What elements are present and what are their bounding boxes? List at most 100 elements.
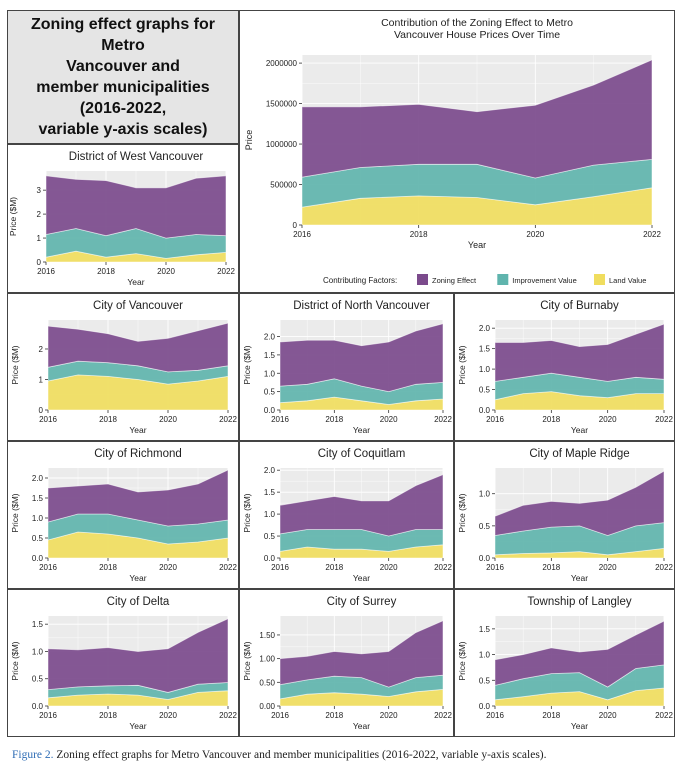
- y-tick-label: 0.5: [32, 534, 44, 543]
- chart-title: City of Maple Ridge: [529, 448, 629, 460]
- y-tick-label: 2.0: [479, 324, 491, 333]
- y-tick-label: 1.50: [259, 631, 275, 640]
- y-tick-label: 2: [39, 345, 44, 354]
- x-tick-label: 2022: [219, 711, 237, 720]
- chart-title: City of Burnaby: [540, 300, 619, 312]
- panel-metro: Contribution of the Zoning Effect to Met…: [239, 10, 675, 293]
- chart-metro: Contribution of the Zoning Effect to Met…: [244, 17, 661, 285]
- legend-label: Land Value: [609, 276, 646, 285]
- chart-title: Township of Langley: [527, 596, 631, 608]
- x-tick-label: 2020: [380, 711, 398, 720]
- x-tick-label: 2016: [271, 415, 289, 424]
- x-tick-label: 2018: [542, 563, 560, 572]
- x-tick-label: 2022: [217, 267, 235, 276]
- x-tick-label: 2018: [325, 563, 343, 572]
- y-axis-label: Price ($M): [10, 641, 20, 680]
- y-tick-label: 1: [37, 234, 42, 243]
- x-tick-label: 2016: [293, 230, 311, 239]
- area-zoning-effect: [279, 474, 444, 537]
- chart-title: District of West Vancouver: [69, 151, 204, 163]
- chart-title: Contribution of the Zoning Effect to Met…: [381, 17, 573, 29]
- y-tick-label: 1.5: [479, 625, 491, 634]
- y-tick-label: 1.5: [32, 494, 44, 503]
- y-tick-label: 0.0: [32, 554, 44, 563]
- y-tick-label: 2.0: [32, 474, 44, 483]
- chart-richmond: City of Richmond 0.0 0.5 1.0 1.5 2.0 2016 2018 2…: [10, 448, 237, 583]
- y-tick-label: 0.0: [479, 554, 491, 563]
- x-axis-label: Year: [571, 425, 588, 435]
- x-tick-label: 2020: [599, 563, 617, 572]
- caption-label: Figure 2.: [12, 749, 54, 761]
- y-tick-label: 1.0: [479, 651, 491, 660]
- y-tick-label: 0.5: [479, 676, 491, 685]
- x-tick-label: 2022: [434, 563, 452, 572]
- x-tick-label: 2022: [655, 711, 673, 720]
- panel-delta: City of Delta 0.0 0.5 1.0 1.5 2016 2018 2020 202…: [7, 589, 239, 737]
- x-tick-label: 2022: [655, 415, 673, 424]
- y-tick-label: 500000: [270, 181, 297, 190]
- area-series-group: [47, 469, 229, 559]
- x-axis-label: Year: [353, 573, 370, 583]
- panel-burnaby: City of Burnaby 0.0 0.5 1.0 1.5 2.0 2016 2018 20…: [454, 293, 675, 441]
- y-axis-label: Price ($M): [242, 493, 252, 532]
- y-tick-label: 0.5: [264, 388, 276, 397]
- x-tick-label: 2018: [99, 415, 117, 424]
- y-axis-label: Price ($M): [242, 641, 252, 680]
- legend-swatch: [417, 274, 428, 285]
- chart-title: City of Delta: [107, 596, 170, 608]
- area-series-group: [494, 620, 665, 707]
- x-tick-label: 2016: [486, 711, 504, 720]
- y-tick-label: 0: [293, 221, 298, 230]
- panel-coquitlam: City of Coquitlam 0.0 0.5 1.0 1.5 2.0 2016 2018…: [239, 441, 454, 589]
- legend-swatch: [497, 274, 509, 285]
- x-tick-label: 2016: [486, 563, 504, 572]
- chart-title: City of Vancouver: [93, 300, 183, 312]
- x-axis-label: Year: [571, 573, 588, 583]
- area-zoning-effect: [301, 59, 653, 179]
- y-tick-label: 3: [37, 186, 42, 195]
- figure-title-box: Zoning effect graphs for Metro Vancouver…: [7, 10, 239, 144]
- chart-title: City of Surrey: [327, 596, 397, 608]
- chart-delta: City of Delta 0.0 0.5 1.0 1.5 2016 2018 2020 202…: [10, 596, 237, 731]
- chart-coquitlam: City of Coquitlam 0.0 0.5 1.0 1.5 2.0 2016 2018…: [242, 448, 452, 583]
- y-tick-label: 0: [39, 406, 44, 415]
- y-tick-label: 0.0: [479, 702, 491, 711]
- y-tick-label: 1.0: [264, 369, 276, 378]
- area-series-group: [279, 620, 444, 707]
- area-series-group: [279, 474, 444, 559]
- area-series-group: [301, 59, 653, 226]
- x-axis-label: Year: [129, 721, 146, 731]
- x-tick-label: 2020: [599, 711, 617, 720]
- y-tick-label: 1.5: [264, 488, 276, 497]
- panel-west-vancouver: District of West Vancouver 0 1 2 3 2016 2018 20…: [7, 144, 239, 293]
- x-axis-label: Year: [129, 573, 146, 583]
- y-axis-label: Price ($M): [10, 493, 20, 532]
- x-tick-label: 2016: [271, 711, 289, 720]
- panel-vancouver: City of Vancouver 0 1 2 2016 2018 2020 2022 Year…: [7, 293, 239, 441]
- area-series-group: [279, 323, 444, 411]
- x-tick-label: 2016: [37, 267, 55, 276]
- y-axis-label: Price ($M): [10, 345, 20, 384]
- area-series-group: [47, 618, 229, 707]
- x-tick-label: 2022: [219, 563, 237, 572]
- x-tick-label: 2016: [39, 711, 57, 720]
- y-tick-label: 0.5: [264, 532, 276, 541]
- y-axis-label: Price ($M): [457, 641, 467, 680]
- panel-north-vancouver: District of North Vancouver 0.0 0.5 1.0 1.5 2…: [239, 293, 454, 441]
- x-tick-label: 2020: [380, 415, 398, 424]
- y-tick-label: 1.5: [479, 345, 491, 354]
- x-tick-label: 2018: [325, 711, 343, 720]
- x-tick-label: 2018: [542, 711, 560, 720]
- legend-label: Zoning Effect: [432, 276, 477, 285]
- x-axis-label: Year: [127, 277, 144, 287]
- area-series-group: [494, 323, 665, 411]
- panel-richmond: City of Richmond 0.0 0.5 1.0 1.5 2.0 2016 2018 2…: [7, 441, 239, 589]
- x-tick-label: 2020: [526, 230, 544, 239]
- x-tick-label: 2018: [542, 415, 560, 424]
- x-tick-label: 2018: [97, 267, 115, 276]
- y-tick-label: 1.00: [259, 655, 275, 664]
- x-tick-label: 2016: [39, 415, 57, 424]
- x-axis-label: Year: [129, 425, 146, 435]
- area-zoning-effect: [47, 618, 229, 693]
